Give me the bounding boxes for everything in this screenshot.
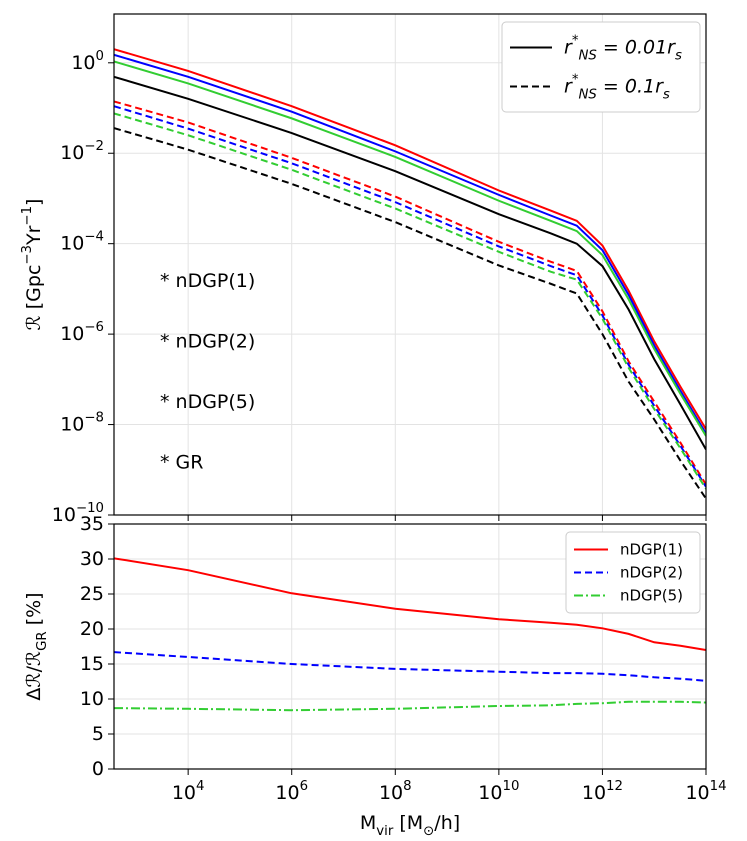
series-line bbox=[114, 53, 706, 435]
y-tick-label: 0 bbox=[92, 758, 104, 780]
x-tick-label: 106 bbox=[275, 779, 308, 804]
legend-label: nDGP(1) bbox=[620, 540, 683, 558]
series-line bbox=[114, 48, 706, 430]
plot-frame bbox=[113, 523, 707, 770]
series-line bbox=[114, 557, 706, 651]
x-tick-label: 104 bbox=[172, 779, 205, 804]
series-line bbox=[114, 105, 706, 488]
y-axis-label: Δℛ/ℛGR [%] bbox=[23, 592, 50, 700]
series-line bbox=[114, 127, 706, 500]
y-tick-label: 35 bbox=[80, 513, 104, 535]
y-tick-label: 25 bbox=[80, 583, 104, 605]
x-tick-label: 108 bbox=[379, 779, 412, 804]
legend-label: r*NS = 0.01rs bbox=[564, 33, 682, 63]
y-tick-label: 15 bbox=[80, 653, 104, 675]
series-line bbox=[114, 700, 706, 712]
legend-label: nDGP(2) bbox=[620, 563, 683, 581]
annotation: * GR bbox=[160, 451, 203, 473]
annotation: * nDGP(5) bbox=[160, 391, 255, 413]
annotation: * nDGP(2) bbox=[160, 330, 255, 352]
legend-box bbox=[501, 21, 701, 113]
legend-box bbox=[565, 531, 701, 614]
x-axis-label: Mvir [M⊙/h] bbox=[360, 812, 460, 839]
y-tick-label: 10−2 bbox=[60, 139, 104, 164]
y-axis-label: ℛ [Gpc−3Yr−1] bbox=[20, 199, 45, 331]
series-line bbox=[114, 651, 706, 682]
series-line bbox=[114, 60, 706, 437]
annotation: * nDGP(1) bbox=[160, 270, 255, 292]
x-tick-label: 1014 bbox=[685, 779, 726, 804]
y-tick-label: 10−6 bbox=[60, 320, 104, 345]
y-tick-label: 10−4 bbox=[60, 229, 104, 254]
y-tick-label: 30 bbox=[80, 548, 104, 570]
plot-frame bbox=[113, 13, 707, 516]
y-tick-label: 10 bbox=[80, 688, 104, 710]
x-tick-label: 1012 bbox=[582, 779, 623, 804]
series-line bbox=[114, 100, 706, 486]
y-tick-label: 20 bbox=[80, 618, 104, 640]
x-tick-label: 1010 bbox=[478, 779, 519, 804]
y-tick-label: 5 bbox=[92, 723, 104, 745]
legend-label: r*NS = 0.1rs bbox=[564, 72, 670, 102]
series-line bbox=[114, 75, 706, 451]
y-tick-label: 10−10 bbox=[52, 501, 104, 526]
y-tick-label: 10−8 bbox=[60, 410, 104, 435]
series-line bbox=[114, 112, 706, 490]
legend-label: nDGP(5) bbox=[620, 586, 683, 604]
y-tick-label: 100 bbox=[71, 48, 104, 73]
